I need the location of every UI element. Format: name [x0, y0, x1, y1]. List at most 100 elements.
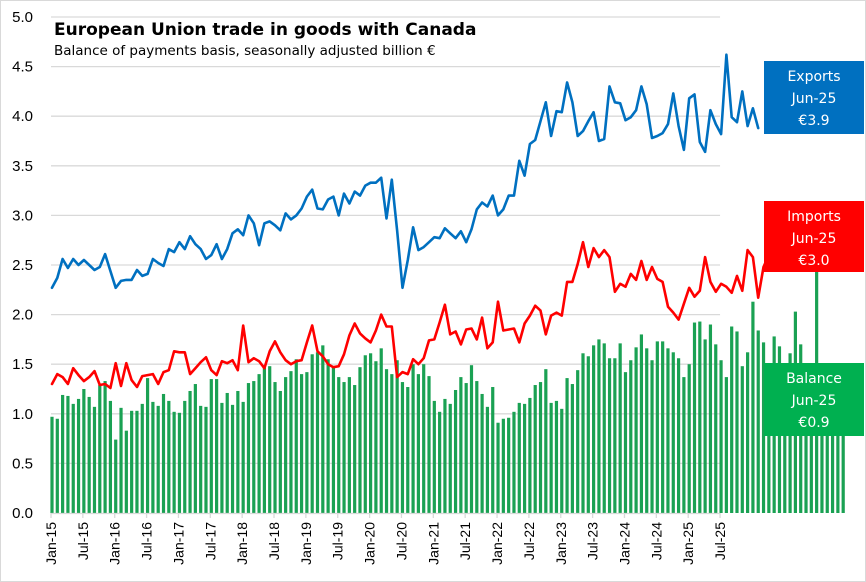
balance-bar — [241, 401, 245, 513]
series-lines — [50, 53, 792, 390]
y-tick-label: 3.5 — [12, 158, 33, 175]
y-tick-label: 0.0 — [12, 505, 33, 522]
balance-bar — [714, 344, 718, 513]
x-tick-label: Jul-21 — [457, 522, 473, 560]
balance-bar — [682, 377, 686, 513]
balance-bar — [576, 370, 580, 513]
balance-bar — [55, 418, 59, 513]
balance-bar — [82, 389, 86, 513]
balance-bar — [438, 411, 442, 513]
balance-callout-name: Balance — [786, 371, 842, 387]
balance-bar — [326, 359, 330, 513]
balance-bar — [485, 406, 490, 513]
balance-bar — [538, 382, 543, 513]
balance-bar — [507, 417, 511, 513]
x-tick-label: Jul-25 — [712, 522, 728, 560]
balance-bar — [592, 345, 596, 513]
balance-bar — [156, 405, 160, 513]
balance-bar — [220, 402, 224, 513]
balance-bar — [586, 356, 590, 513]
balance-bar — [193, 384, 197, 513]
x-tick-label: Jul-20 — [393, 522, 409, 560]
chart-title: European Union trade in goods with Canad… — [54, 20, 481, 40]
y-axis: 0.0 0.5 1.0 1.5 2.0 2.5 3.0 3.5 4.0 4.5 5.0 — [12, 9, 33, 522]
balance-bar — [177, 412, 182, 513]
balance-bar — [347, 377, 351, 513]
balance-bar — [459, 377, 463, 513]
balance-bar — [400, 382, 405, 513]
balance-bar — [374, 361, 378, 513]
exports-callout-value: €3.9 — [798, 113, 830, 129]
y-tick-label: 1.0 — [12, 406, 33, 423]
balance-bar — [98, 385, 102, 513]
x-tick-label: Jan-23 — [553, 522, 569, 565]
balance-bar — [560, 408, 564, 513]
balance-bar — [342, 382, 346, 513]
balance-bar — [676, 358, 681, 513]
balance-bar — [756, 330, 760, 513]
balance-bar — [469, 365, 474, 513]
balance-bar — [215, 379, 219, 513]
x-tick-label: Jan-17 — [170, 522, 186, 565]
imports-callout-value: €3.0 — [798, 253, 830, 269]
exports-callout: Exports Jun-25 €3.9 — [764, 61, 864, 134]
balance-bar — [130, 410, 134, 513]
imports-line — [50, 217, 792, 390]
balance-bar — [390, 374, 394, 513]
balance-bar — [740, 366, 744, 513]
x-tick-label: Jul-18 — [266, 522, 282, 560]
balance-bar — [639, 334, 644, 513]
balance-bar — [71, 403, 75, 513]
balance-bar — [416, 374, 420, 513]
balance-bar — [411, 364, 415, 513]
x-axis: Jan-15 Jul-15 Jan-16 Jul-16 Jan-17 Jul-17 Jan-… — [43, 512, 728, 565]
balance-bar — [315, 352, 320, 513]
imports-callout-name: Imports — [787, 209, 841, 225]
balance-bar — [528, 397, 532, 513]
balance-bar — [183, 400, 187, 513]
x-tick-label: Jan-24 — [616, 522, 632, 565]
balance-bar — [841, 422, 845, 513]
balance-bar — [804, 370, 808, 513]
x-tick-label: Jan-15 — [43, 522, 59, 565]
balance-bar — [119, 407, 123, 513]
balance-bar — [597, 339, 601, 513]
x-tick-label: Jul-15 — [75, 522, 91, 560]
balance-bar — [443, 398, 447, 513]
balance-bar — [161, 393, 166, 513]
balance-bar — [522, 403, 527, 513]
balance-bar — [145, 378, 150, 513]
balance-bar — [687, 364, 691, 513]
balance-bar — [225, 392, 229, 513]
balance-bars — [50, 270, 845, 513]
balance-bar — [692, 322, 697, 513]
balance-bar — [278, 390, 282, 513]
balance-bar — [480, 393, 484, 513]
balance-bar — [299, 374, 304, 513]
x-tick-label: Jul-22 — [521, 522, 537, 560]
balance-bar — [517, 402, 521, 513]
balance-bar — [629, 360, 633, 513]
x-tick-label: Jul-16 — [139, 522, 155, 560]
balance-bar — [671, 352, 675, 513]
balance-bar — [549, 402, 553, 513]
balance-bar — [209, 379, 213, 513]
balance-bar — [236, 390, 240, 513]
y-tick-label: 0.5 — [12, 455, 33, 472]
balance-bar — [50, 416, 54, 513]
balance-bar — [767, 365, 771, 513]
balance-bar — [581, 353, 585, 513]
balance-bar — [724, 377, 728, 513]
balance-bar — [294, 359, 298, 513]
balance-bar — [379, 348, 383, 513]
balance-bar — [650, 360, 654, 513]
balance-bar — [262, 365, 266, 513]
balance-bar — [751, 301, 755, 513]
balance-bar — [613, 358, 617, 513]
balance-callout-value: €0.9 — [798, 415, 830, 431]
balance-bar — [830, 378, 835, 513]
balance-bar — [257, 374, 261, 513]
x-tick-label: Jul-19 — [330, 522, 346, 560]
balance-bar — [825, 379, 829, 513]
balance-bar — [135, 410, 139, 513]
